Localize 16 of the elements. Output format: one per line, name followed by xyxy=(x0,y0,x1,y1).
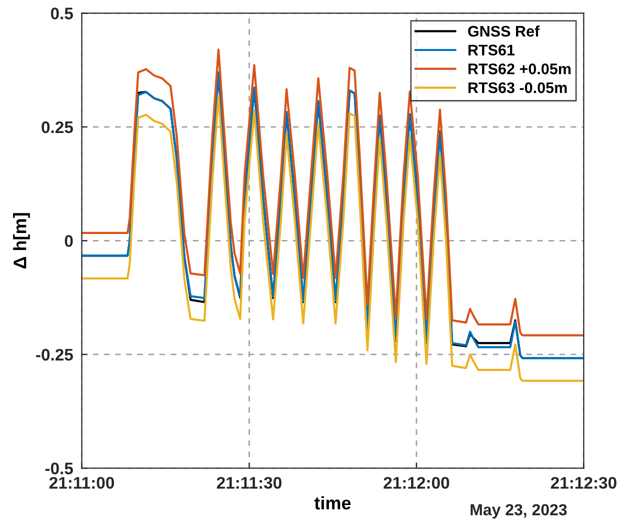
x-tick-label: 21:11:30 xyxy=(216,476,282,489)
y-tick-label: 0.5 xyxy=(50,8,73,20)
y-tick-label: -0.25 xyxy=(36,348,73,361)
x-tick-label: 21:12:00 xyxy=(384,476,450,489)
x-tick-label: 21:12:30 xyxy=(550,476,616,489)
y-tick-label: 0 xyxy=(64,235,73,247)
legend-label: RTS62 +0.05m xyxy=(468,64,571,74)
text: May 23, 2023 xyxy=(470,504,567,519)
y-tick-label: -0.5 xyxy=(45,462,73,474)
y-axis-title: Δ h[m] xyxy=(13,213,30,269)
legend-label: GNSS Ref xyxy=(468,25,540,37)
y-tick-label: 0.25 xyxy=(42,121,73,134)
x-tick-label: 21:11:00 xyxy=(49,476,114,489)
legend-label: RTS61 xyxy=(468,44,515,56)
legend-label: RTS63 -0.05m xyxy=(468,82,567,94)
x-axis-title: time xyxy=(314,496,351,510)
